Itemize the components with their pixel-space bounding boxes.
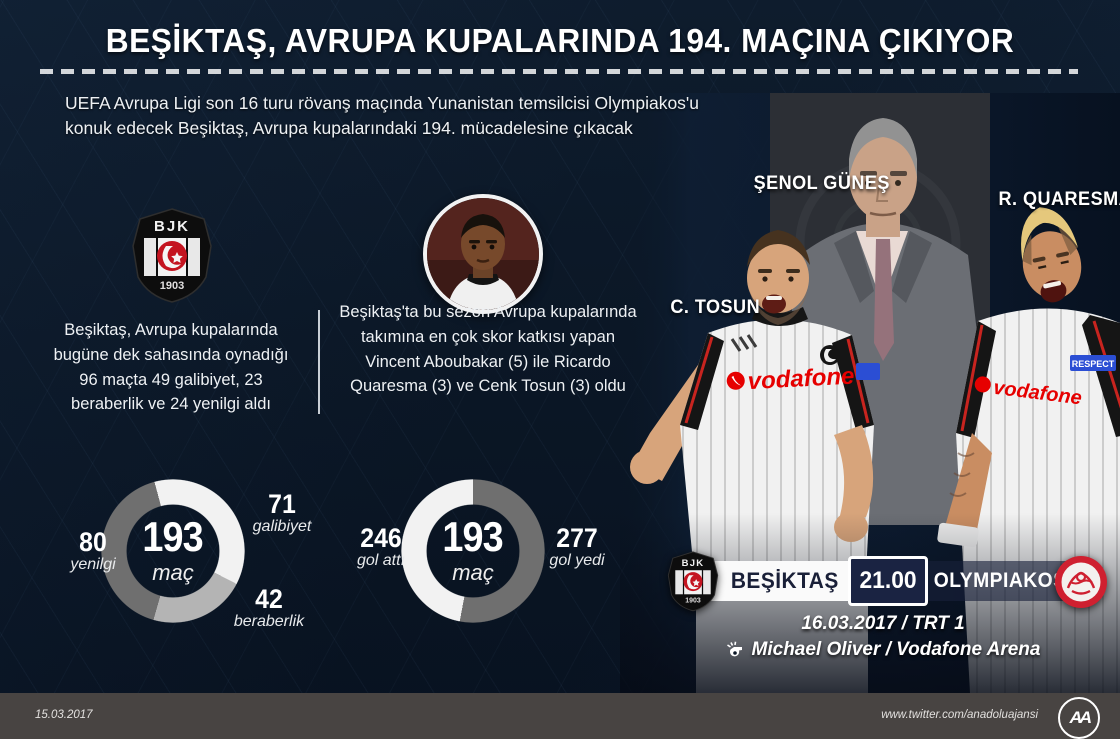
stat-wins: 71 galibiyet	[235, 490, 329, 536]
wins-label: galibiyet	[252, 518, 312, 536]
crest-initials: BJK	[154, 218, 190, 235]
crest-year: 1903	[160, 280, 184, 292]
donut-ring-results	[101, 479, 245, 623]
goals-against-value: 277	[556, 523, 598, 553]
crest-small-initials: BJK	[682, 558, 705, 569]
match-date-channel: 16.03.2017 / TRT 1	[801, 613, 965, 634]
page-title: BEŞİKTAŞ, AVRUPA KUPALARINDA 194. MAÇINA…	[105, 22, 1015, 59]
fixture-home-team: BEŞİKTAŞ	[731, 568, 839, 593]
jersey-patch-text: RESPECT	[1072, 359, 1115, 369]
aboubakar-portrait-illustration	[427, 198, 539, 310]
stat-losses: 80 yenilgi	[46, 528, 140, 574]
losses-value: 80	[79, 527, 107, 557]
label-player-left-name: C. TOSUN	[670, 297, 761, 318]
fixture-home-segment: BEŞİKTAŞ	[692, 561, 850, 601]
anadolu-agency-initials: AA	[1069, 708, 1092, 727]
footer-bar: 15.03.2017 www.twitter.com/anadoluajansi…	[0, 693, 1120, 739]
match-info-block: 16.03.2017 / TRT 1 Michael Oliver / Voda…	[690, 613, 1076, 662]
fixture-away-segment: OLYMPIAKOS	[928, 561, 1072, 601]
footer-date: 15.03.2017	[35, 709, 93, 721]
label-player-right-name: R. QUARESMA	[998, 189, 1120, 210]
donut1-center-unit: maç	[152, 560, 194, 585]
aboubakar-photo	[423, 194, 543, 314]
goals-for-value: 246	[360, 523, 402, 553]
column-divider	[318, 310, 320, 414]
olympiakos-logo	[1055, 556, 1107, 608]
anadolu-agency-logo: AA	[1058, 697, 1100, 739]
intro-paragraph: UEFA Avrupa Ligi son 16 turu rövanş maçı…	[65, 93, 699, 138]
stat-draws: 42 beraberlik	[222, 585, 316, 631]
goals-against-label: gol yedi	[549, 552, 605, 570]
fixture-kickoff-box: 21.00	[848, 556, 928, 606]
stat-goals-for: 246 gol attı	[336, 524, 426, 570]
donut2-center-unit: maç	[452, 560, 494, 585]
draws-value: 42	[255, 584, 283, 614]
besiktas-crest-large: BJK 1903	[132, 208, 212, 303]
besiktas-crest-small: BJK 1903	[667, 551, 719, 612]
dashed-divider	[40, 69, 1078, 74]
footer-twitter-url: www.twitter.com/anadoluajansi	[881, 709, 1038, 721]
match-referee-venue: Michael Oliver / Vodafone Arena	[751, 638, 1041, 660]
wins-value: 71	[268, 489, 296, 519]
home-record-paragraph: Beşiktaş, Avrupa kupalarında bugüne dek …	[53, 321, 289, 414]
whistle-icon	[726, 641, 742, 657]
jersey-sponsor-text: vodafone	[747, 363, 855, 396]
crest-small-year: 1903	[685, 598, 701, 605]
goals-for-label: gol attı	[356, 552, 406, 570]
label-coach-name: ŞENOL GÜNEŞ	[753, 173, 890, 194]
donut-chart-results: 193 maç	[101, 479, 245, 623]
donut-chart-goals: 193 maç	[401, 479, 545, 623]
donut2-center-value: 193	[442, 513, 504, 560]
donut-ring-goals	[401, 479, 545, 623]
stat-goals-against: 277 gol yedi	[532, 524, 622, 570]
losses-label: yenilgi	[70, 556, 116, 574]
draws-label: beraberlik	[233, 613, 305, 631]
top-scorers-paragraph: Beşiktaş'ta bu sezon Avrupa kupalarında …	[339, 303, 637, 396]
fixture-away-team: OLYMPIAKOS	[933, 569, 1067, 592]
donut1-center-value: 193	[142, 513, 204, 560]
fixture-kickoff-time: 21.00	[859, 567, 917, 594]
